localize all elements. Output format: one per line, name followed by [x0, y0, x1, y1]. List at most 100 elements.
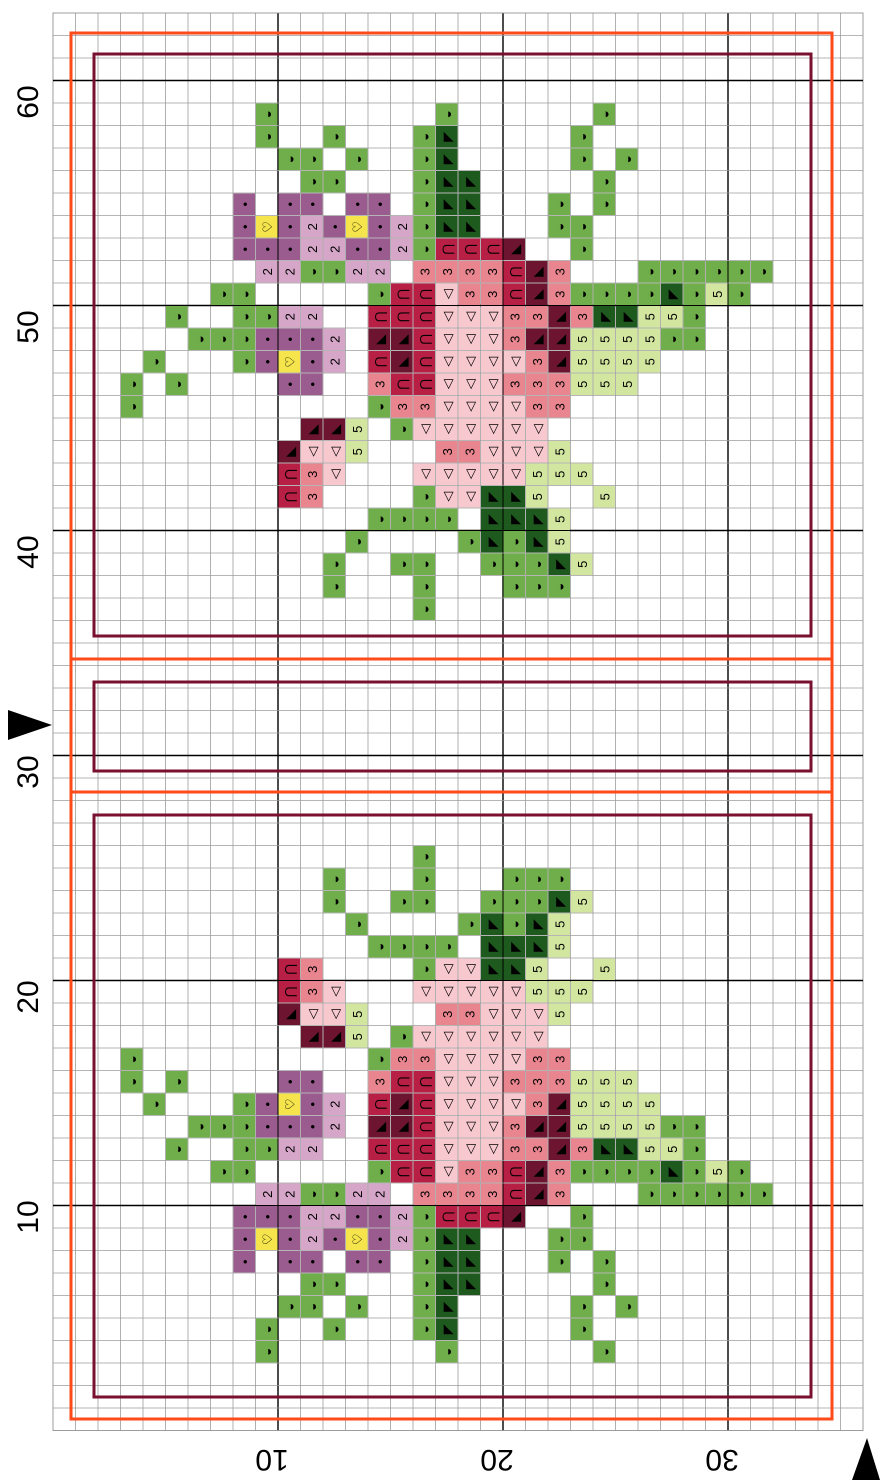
svg-text:◤: ◤	[665, 1167, 680, 1177]
stitch-cell-mid-green: ◒	[256, 126, 278, 148]
svg-text:5: 5	[530, 471, 545, 478]
svg-text:◣: ◣	[372, 1122, 387, 1132]
stitch-cell-mauve: •	[278, 328, 300, 350]
svg-text:◒: ◒	[552, 583, 567, 591]
stitch-cell-mauve: •	[368, 216, 390, 238]
svg-text:◒: ◒	[597, 1280, 612, 1288]
stitch-cell-yellow: ♡	[346, 216, 368, 238]
svg-text:5: 5	[350, 426, 365, 433]
svg-text:◒: ◒	[327, 268, 342, 276]
stitch-cell-mauve: •	[278, 1071, 300, 1093]
svg-text:•: •	[305, 382, 320, 387]
stitch-cell-light-pink: ◁	[436, 1161, 458, 1183]
svg-text:◁: ◁	[462, 492, 477, 502]
stitch-cell-deep-rose: ⋂	[391, 373, 413, 395]
svg-text:3: 3	[485, 268, 500, 275]
svg-text:◒: ◒	[575, 1325, 590, 1333]
stitch-cell-pale-green: 5	[616, 1116, 638, 1138]
svg-text:◒: ◒	[687, 1190, 702, 1198]
svg-text:◒: ◒	[125, 403, 140, 411]
inner-border-middle	[92, 680, 813, 773]
stitch-cell-wine: ◣	[368, 328, 390, 350]
stitch-cell-mid-green: ◒	[571, 216, 593, 238]
stitch-cell-pale-green: 5	[571, 373, 593, 395]
stitch-cell-light-pink: ◁	[481, 981, 503, 1003]
svg-text:◣: ◣	[552, 1122, 567, 1132]
stitch-cell-mauve: •	[301, 1116, 323, 1138]
svg-text:◒: ◒	[417, 1280, 432, 1288]
stitch-cell-pale-green: 5	[571, 553, 593, 575]
stitch-cell-dark-green: ◤	[436, 171, 458, 193]
stitch-cell-mid-green: ◒	[188, 328, 210, 350]
svg-text:◒: ◒	[395, 1033, 410, 1041]
svg-text:◒: ◒	[170, 1145, 185, 1153]
stitch-cell-mauve: •	[278, 1206, 300, 1228]
svg-text:◒: ◒	[260, 110, 275, 118]
svg-text:•: •	[372, 202, 387, 207]
svg-text:◤: ◤	[462, 222, 477, 232]
svg-text:5: 5	[665, 1146, 680, 1153]
stitch-cell-deep-rose: ⋂	[278, 486, 300, 508]
svg-text:◤: ◤	[530, 942, 545, 952]
stitch-cell-mid-green: ◒	[413, 958, 435, 980]
svg-text:◁: ◁	[485, 1032, 500, 1042]
stitch-cell-mid-pink: 3	[503, 373, 525, 395]
svg-text:◒: ◒	[507, 560, 522, 568]
svg-text:◒: ◒	[125, 1055, 140, 1063]
svg-text:◒: ◒	[237, 1168, 252, 1176]
stitch-cell-mid-green: ◒	[233, 1093, 255, 1115]
svg-text:◒: ◒	[597, 200, 612, 208]
svg-text:◤: ◤	[665, 289, 680, 299]
stitch-cell-light-mauve: 2	[323, 1116, 345, 1138]
svg-text:•: •	[237, 1259, 252, 1264]
stitch-cell-mid-green: ◒	[413, 846, 435, 868]
stitch-cell-mid-green: ◒	[323, 891, 345, 913]
axis-label-horizontal: 30	[705, 1443, 738, 1476]
svg-text:3: 3	[417, 1191, 432, 1198]
stitch-cell-dark-green: ◤	[436, 1228, 458, 1250]
svg-text:◒: ◒	[237, 1123, 252, 1131]
svg-text:•: •	[260, 1124, 275, 1129]
stitch-cell-mid-pink: 3	[368, 1071, 390, 1093]
stitch-cell-mid-green: ◒	[413, 868, 435, 890]
svg-text:◒: ◒	[417, 245, 432, 253]
svg-text:◁: ◁	[440, 357, 455, 367]
svg-text:◁: ◁	[507, 1054, 522, 1064]
stitch-cell-pale-green: 5	[706, 283, 728, 305]
svg-text:3: 3	[440, 268, 455, 275]
svg-text:◁: ◁	[507, 469, 522, 479]
stitch-cell-mid-green: ◒	[413, 1318, 435, 1340]
svg-text:◒: ◒	[440, 515, 455, 523]
stitch-cell-mid-pink: 3	[548, 396, 570, 418]
stitch-cell-mauve: •	[368, 1206, 390, 1228]
stitch-cell-pale-green: 5	[593, 328, 615, 350]
stitch-cell-light-pink: ◁	[413, 1026, 435, 1048]
svg-text:◁: ◁	[462, 1144, 477, 1154]
stitch-cell-pale-green: 5	[616, 373, 638, 395]
svg-text:2: 2	[395, 246, 410, 253]
svg-text:⋂: ⋂	[417, 1144, 432, 1155]
svg-text:◁: ◁	[485, 334, 500, 344]
svg-text:◁: ◁	[462, 1054, 477, 1064]
svg-text:◣: ◣	[395, 334, 410, 344]
svg-text:◣: ◣	[305, 424, 320, 434]
svg-text:◒: ◒	[260, 133, 275, 141]
stitch-cell-pale-green: 5	[706, 1161, 728, 1183]
svg-text:◒: ◒	[125, 1078, 140, 1086]
stitch-cell-mid-green: ◒	[413, 891, 435, 913]
stitch-cell-dark-green: ◤	[526, 936, 548, 958]
svg-text:◒: ◒	[192, 1123, 207, 1131]
stitch-cell-dark-green: ◤	[458, 1251, 480, 1273]
svg-text:•: •	[350, 247, 365, 252]
stitch-cell-mid-green: ◒	[413, 1273, 435, 1295]
svg-text:•: •	[237, 224, 252, 229]
stitch-cell-light-mauve: 2	[323, 1206, 345, 1228]
svg-text:◒: ◒	[215, 1123, 230, 1131]
stitch-cell-pale-green: 5	[548, 441, 570, 463]
stitch-cell-mauve: •	[278, 1116, 300, 1138]
stitch-cell-mid-green: ◒	[548, 193, 570, 215]
stitch-cell-light-pink: ◁	[436, 1116, 458, 1138]
svg-text:◁: ◁	[417, 987, 432, 997]
svg-text:3: 3	[462, 268, 477, 275]
stitch-cell-mid-green: ◒	[413, 148, 435, 170]
